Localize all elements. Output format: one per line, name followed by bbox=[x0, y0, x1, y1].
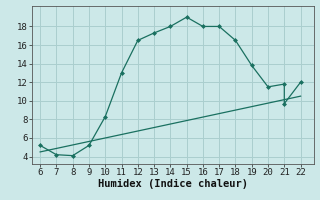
X-axis label: Humidex (Indice chaleur): Humidex (Indice chaleur) bbox=[98, 179, 248, 189]
